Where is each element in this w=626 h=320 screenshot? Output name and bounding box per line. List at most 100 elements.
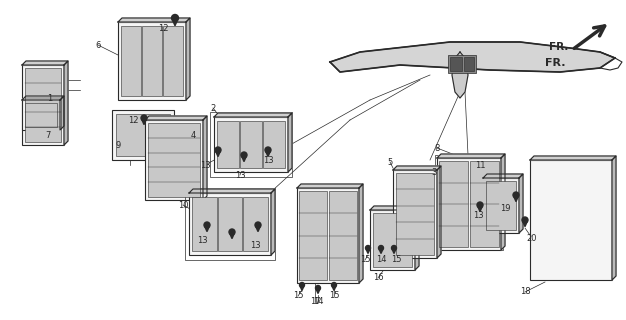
Polygon shape [288,113,292,172]
Bar [189,193,271,255]
Text: 18: 18 [520,287,530,297]
Bar [210,112,292,177]
Polygon shape [297,184,363,188]
Bar [148,123,200,197]
Text: 19: 19 [500,204,510,212]
Polygon shape [22,61,68,65]
Polygon shape [242,157,246,162]
Bar [470,161,499,247]
Bar [370,210,415,270]
Bar [112,110,174,160]
Text: 15: 15 [293,292,303,300]
Polygon shape [393,166,441,170]
Polygon shape [300,286,304,291]
Bar [145,120,203,200]
Polygon shape [519,174,523,233]
Text: 13: 13 [197,236,207,244]
Text: 17: 17 [310,298,321,307]
Circle shape [265,147,271,153]
Bar [214,117,288,172]
Bar [163,26,183,96]
Bar [263,121,285,168]
Bar [185,188,275,260]
Text: 13: 13 [473,211,483,220]
Polygon shape [379,250,382,253]
Text: 2: 2 [210,103,215,113]
Text: 5: 5 [387,157,393,166]
Bar [450,57,462,71]
Polygon shape [173,20,177,26]
Polygon shape [64,61,68,145]
Circle shape [215,147,221,153]
Bar [25,68,61,142]
Circle shape [332,283,337,287]
Bar [393,170,437,258]
Polygon shape [256,227,260,232]
Polygon shape [437,166,441,258]
Bar [396,173,434,255]
Text: 12: 12 [158,23,168,33]
Circle shape [204,222,210,228]
Polygon shape [118,18,190,22]
Text: 11: 11 [475,161,485,170]
Bar [218,197,242,251]
Text: 8: 8 [434,143,439,153]
Polygon shape [189,189,275,193]
Polygon shape [330,42,615,72]
Text: 9: 9 [115,140,121,149]
Circle shape [522,217,528,223]
Bar [329,191,357,280]
Polygon shape [359,184,363,283]
Circle shape [316,285,321,291]
Circle shape [477,202,483,208]
Bar [116,114,170,156]
Circle shape [391,245,396,251]
Polygon shape [316,290,320,293]
Text: 15: 15 [329,292,339,300]
Bar [483,178,519,233]
Text: 16: 16 [372,274,383,283]
Bar [297,188,359,283]
Bar [299,191,327,280]
Polygon shape [523,222,527,227]
Polygon shape [203,116,207,200]
Polygon shape [370,206,419,210]
Polygon shape [530,156,616,160]
Circle shape [255,222,261,228]
Text: 13: 13 [235,171,245,180]
Text: 14: 14 [313,298,323,307]
Polygon shape [216,152,220,156]
Circle shape [513,192,519,198]
Bar [244,197,268,251]
Bar [530,160,612,280]
Bar [121,26,141,96]
Polygon shape [483,174,523,178]
Polygon shape [612,156,616,280]
Text: 3: 3 [431,167,437,177]
Text: 13: 13 [200,161,210,170]
Circle shape [379,245,384,251]
Bar [448,55,476,73]
Bar [437,158,501,250]
Bar [435,155,503,250]
Text: 10: 10 [178,201,188,210]
Text: FR.: FR. [545,58,566,68]
Bar [142,26,162,96]
Text: 12: 12 [128,116,138,124]
Text: 1: 1 [48,93,53,102]
Bar [373,213,412,267]
Bar [240,121,262,168]
Polygon shape [332,286,336,291]
Circle shape [229,229,235,235]
Text: 14: 14 [376,255,386,265]
Polygon shape [205,227,209,232]
Circle shape [172,14,178,21]
Circle shape [366,245,371,251]
Polygon shape [230,234,234,239]
Polygon shape [271,189,275,255]
Bar [118,22,186,100]
Polygon shape [142,120,146,124]
Polygon shape [501,154,505,250]
Polygon shape [514,197,518,202]
Polygon shape [145,116,207,120]
